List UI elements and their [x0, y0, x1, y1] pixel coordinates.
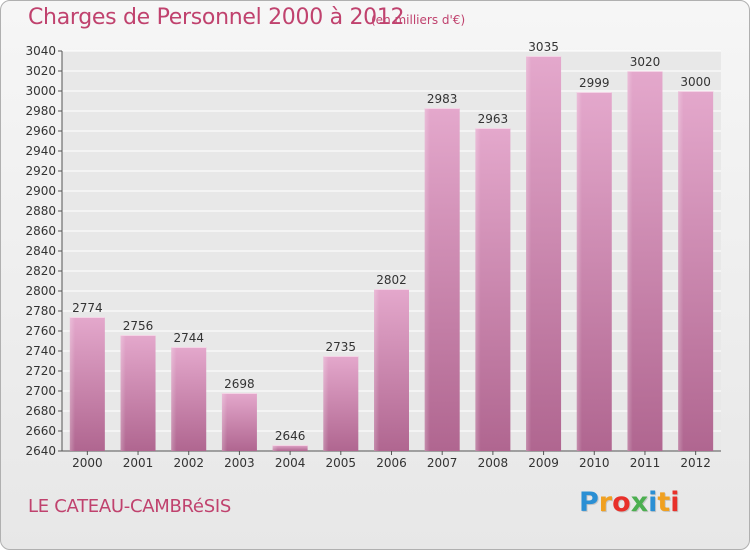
bar-highlight [120, 335, 156, 451]
x-tick-label: 2011 [630, 456, 661, 470]
data-label: 2999 [579, 76, 610, 90]
x-tick-label: 2005 [326, 456, 357, 470]
logo-letter: i [670, 487, 680, 518]
x-tick-label: 2002 [173, 456, 204, 470]
x-tick-label: 2001 [123, 456, 154, 470]
x-tick-label: 2003 [224, 456, 255, 470]
logo-letter: P [579, 487, 599, 518]
x-tick-label: 2009 [528, 456, 559, 470]
y-tick-label: 2820 [25, 264, 56, 278]
bar-highlight [576, 92, 612, 451]
bar-highlight [69, 317, 105, 451]
bar-highlight [272, 445, 308, 451]
y-tick-label: 2960 [25, 124, 56, 138]
y-tick-label: 2640 [25, 444, 56, 458]
y-tick-label: 2880 [25, 204, 56, 218]
y-tick-label: 2780 [25, 304, 56, 318]
y-tick-label: 3000 [25, 84, 56, 98]
y-tick-label: 2980 [25, 104, 56, 118]
data-label: 3035 [528, 40, 559, 54]
y-tick-label: 3020 [25, 64, 56, 78]
y-tick-label: 2680 [25, 404, 56, 418]
x-tick-label: 2006 [376, 456, 407, 470]
x-tick-label: 2012 [680, 456, 711, 470]
y-tick-label: 2920 [25, 164, 56, 178]
y-tick-label: 3040 [25, 44, 56, 58]
bar-highlight [374, 289, 409, 451]
logo-letter: x [630, 487, 649, 518]
bar-highlight [171, 347, 207, 451]
x-tick-label: 2007 [427, 456, 458, 470]
bar-highlight [475, 128, 511, 451]
data-label: 2744 [173, 331, 204, 345]
bar-highlight [221, 393, 257, 451]
y-tick-label: 2760 [25, 324, 56, 338]
logo-letter: t [657, 487, 671, 518]
y-tick-label: 2940 [25, 144, 56, 158]
logo-letter: i [648, 487, 658, 518]
data-label: 3020 [630, 55, 661, 69]
x-tick-label: 2010 [579, 456, 610, 470]
y-tick-label: 2700 [25, 384, 56, 398]
data-label: 3000 [680, 75, 711, 89]
proxiti-logo[interactable]: Proxiti [579, 487, 680, 518]
chart-title: Charges de Personnel 2000 à 2012 [28, 5, 405, 30]
chart-subtitle: (en milliers d'€) [371, 13, 466, 27]
y-tick-label: 2660 [25, 424, 56, 438]
data-label: 2802 [376, 273, 407, 287]
bar-highlight [526, 56, 562, 451]
data-label: 2774 [72, 301, 103, 315]
data-label: 2983 [427, 92, 458, 106]
data-label: 2735 [326, 340, 357, 354]
x-tick-label: 2004 [275, 456, 306, 470]
x-tick-label: 2000 [72, 456, 103, 470]
commune-name: LE CATEAU-CAMBRéSIS [28, 496, 231, 517]
bar-highlight [424, 108, 460, 451]
y-tick-label: 2900 [25, 184, 56, 198]
data-label: 2756 [123, 319, 154, 333]
logo-letter: r [598, 487, 613, 518]
bar-highlight [627, 71, 663, 451]
bar-highlight [678, 91, 714, 451]
logo-letter: o [612, 487, 631, 518]
y-tick-label: 2840 [25, 244, 56, 258]
data-label: 2963 [478, 112, 509, 126]
y-tick-label: 2740 [25, 344, 56, 358]
y-tick-label: 2800 [25, 284, 56, 298]
data-label: 2646 [275, 429, 306, 443]
bar-highlight [323, 356, 359, 451]
data-label: 2698 [224, 377, 255, 391]
y-tick-label: 2720 [25, 364, 56, 378]
y-tick-label: 2860 [25, 224, 56, 238]
x-tick-label: 2008 [478, 456, 509, 470]
